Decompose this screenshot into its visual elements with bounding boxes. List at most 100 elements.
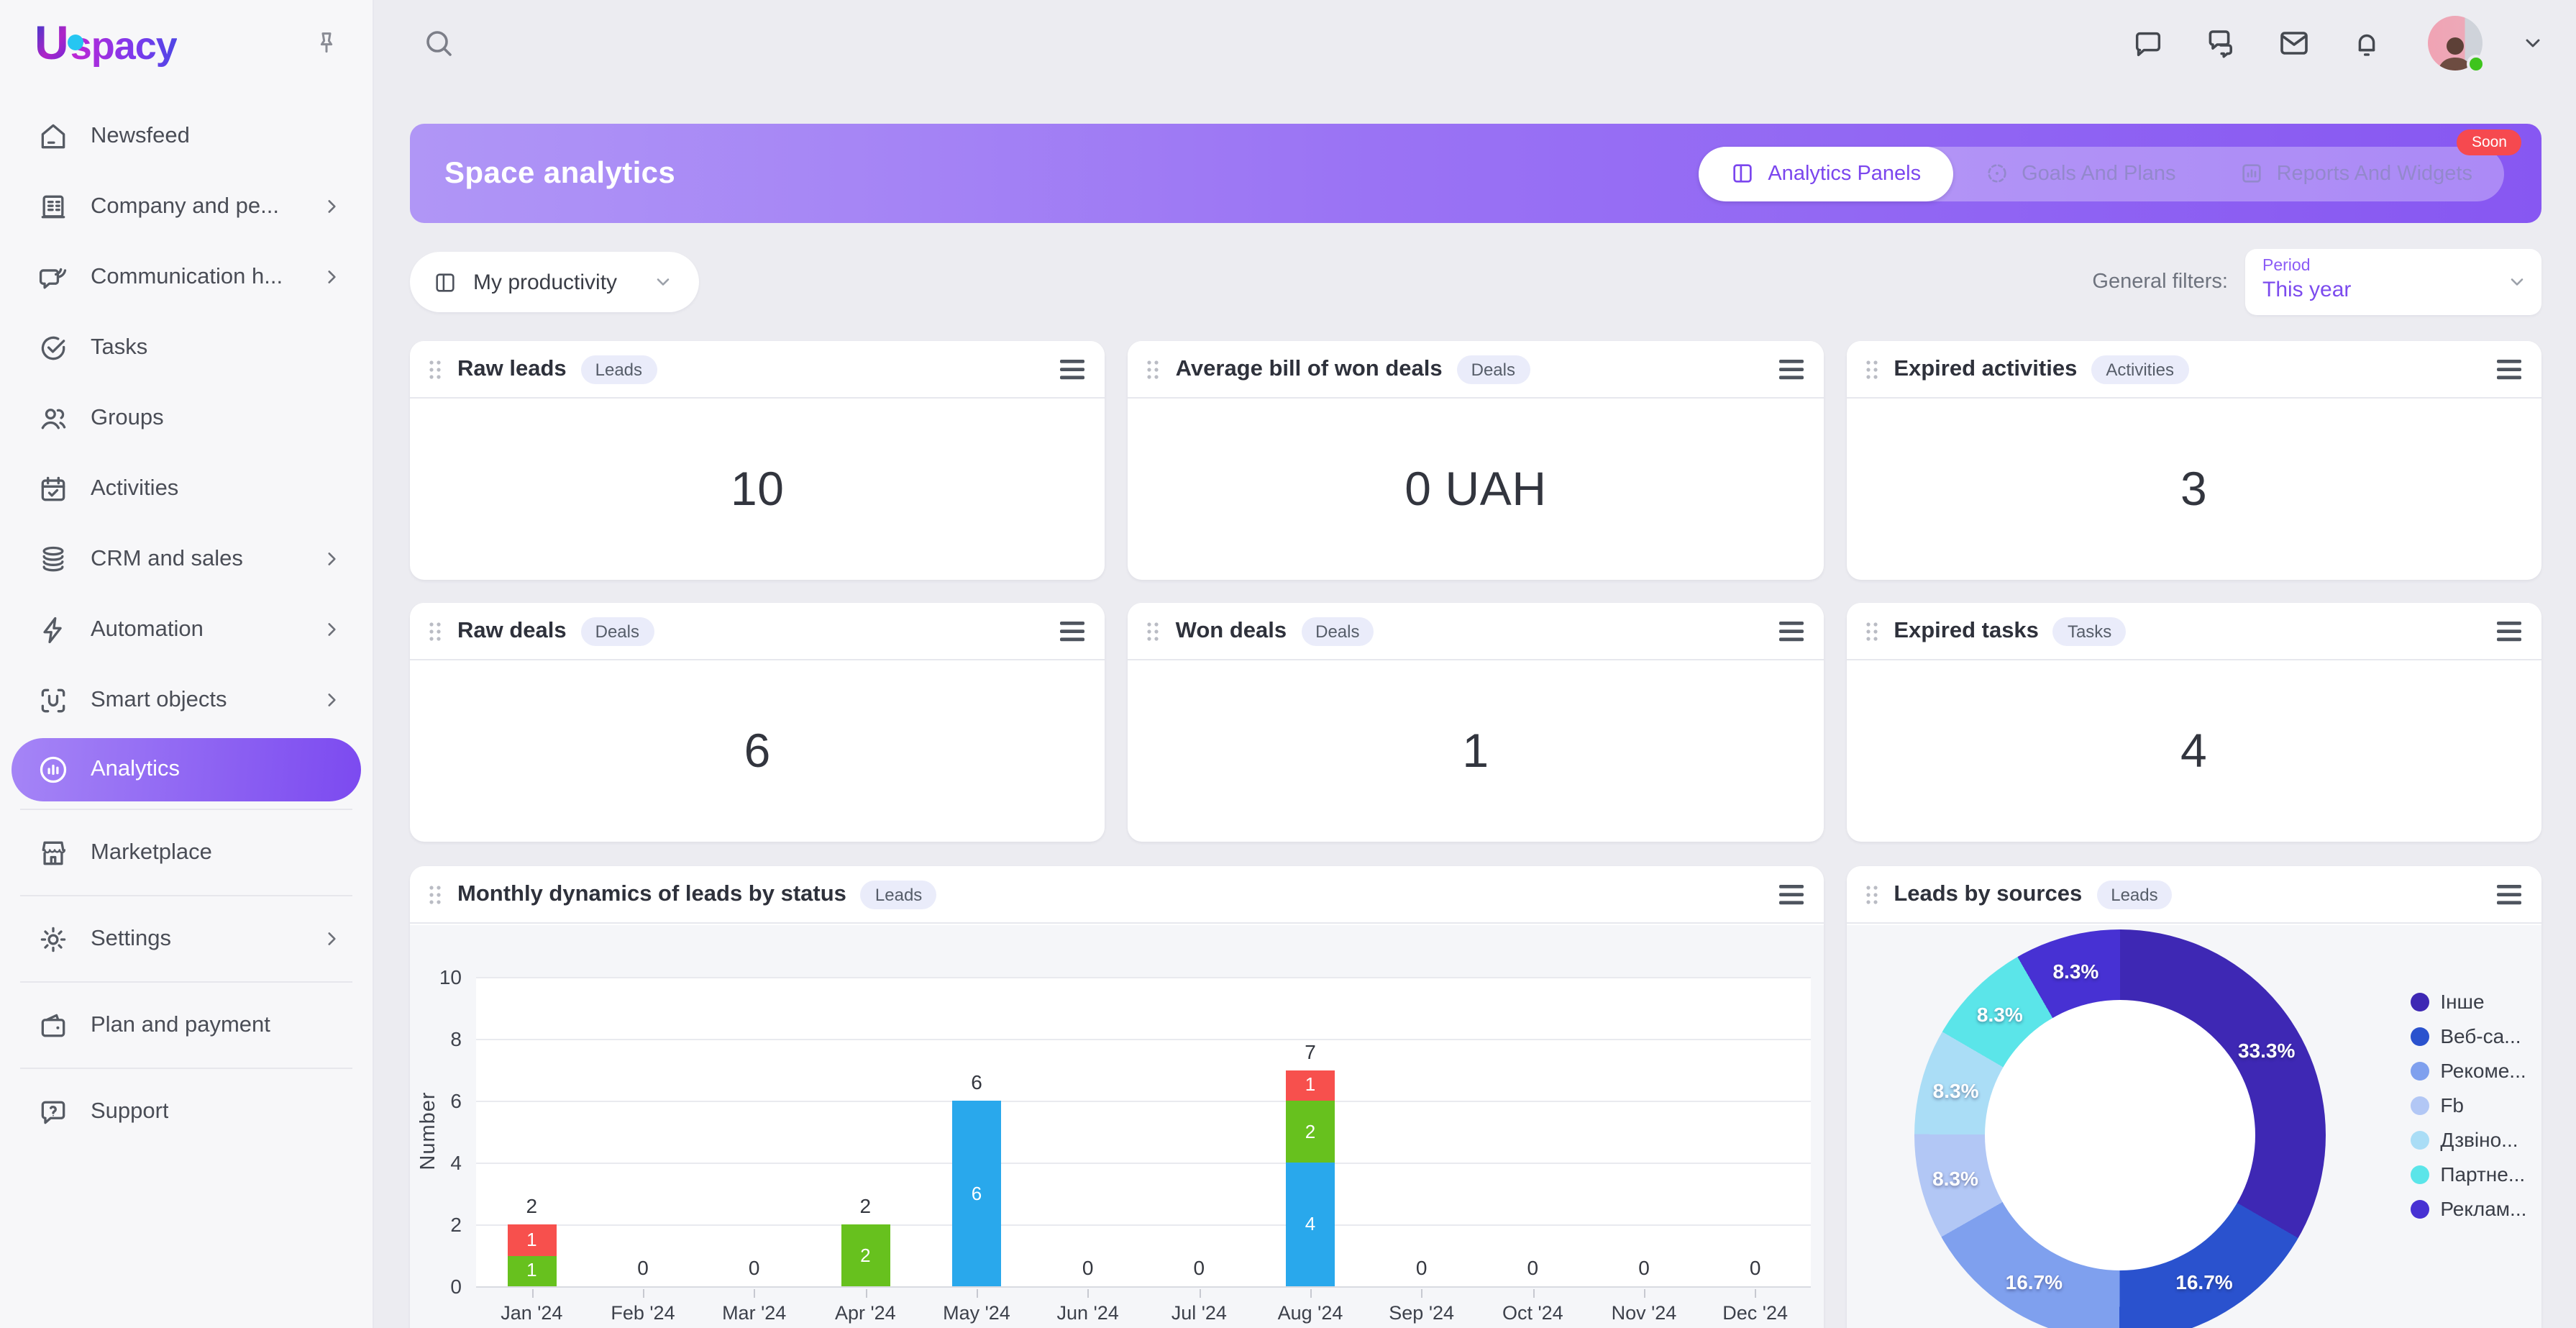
legend-dot-icon — [2410, 1061, 2429, 1080]
drag-handle-icon[interactable] — [427, 358, 443, 381]
entity-badge: Leads — [2096, 880, 2173, 909]
sidebar-item-label: Settings — [91, 926, 172, 950]
page-content: Space analytics Analytics Panels Goals A… — [375, 124, 2576, 1328]
widget-menu-icon[interactable] — [1060, 359, 1085, 379]
widget-title: Expired tasks — [1894, 618, 2039, 642]
legend-item[interactable]: Рекоме... — [2410, 1053, 2526, 1088]
home-icon — [37, 120, 69, 152]
drag-handle-icon[interactable] — [1863, 358, 1879, 381]
sidebar-item-tasks[interactable]: Tasks — [0, 312, 373, 383]
drag-handle-icon[interactable] — [427, 883, 443, 906]
sidebar-item-communication-hub[interactable]: Communication h... — [0, 242, 373, 312]
legend-item[interactable]: Партне... — [2410, 1157, 2526, 1191]
chart-legend: Інше Веб-са... Рекоме... Fb Дзвіно... Партне.… — [2410, 984, 2526, 1226]
x-tick-mark — [754, 1289, 756, 1298]
sidebar-item-settings[interactable]: Settings — [0, 904, 373, 974]
mail-icon[interactable] — [2277, 26, 2311, 60]
x-tick-label: Jul '24 — [1171, 1302, 1227, 1324]
widget-title: Monthly dynamics of leads by status — [457, 881, 846, 906]
chevron-right-icon — [322, 620, 341, 639]
entity-badge: Tasks — [2052, 617, 2127, 645]
bell-icon[interactable] — [2350, 27, 2383, 60]
widget-menu-icon[interactable] — [1778, 884, 1804, 904]
gear-icon — [37, 923, 69, 955]
entity-badge: Activities — [2091, 355, 2189, 383]
bar-segment-label: 2 — [860, 1244, 871, 1265]
drag-handle-icon[interactable] — [1863, 619, 1879, 642]
sidebar-item-plan-and-payment[interactable]: Plan and payment — [0, 990, 373, 1060]
x-tick-mark — [977, 1289, 978, 1298]
online-status-dot — [2467, 55, 2485, 73]
bar-segment-label: 1 — [1305, 1073, 1316, 1096]
sidebar-item-analytics[interactable]: Analytics — [12, 738, 361, 801]
panel-selector-dropdown[interactable]: My productivity — [410, 252, 700, 312]
period-value: This year — [2262, 278, 2352, 302]
drag-handle-icon[interactable] — [1146, 358, 1161, 381]
period-filter-dropdown[interactable]: Period This year — [2245, 249, 2541, 315]
x-tick-label: Oct '24 — [1502, 1302, 1563, 1324]
drag-handle-icon[interactable] — [1146, 619, 1161, 642]
legend-item[interactable]: Веб-са... — [2410, 1019, 2526, 1053]
bar-total-label: 0 — [1527, 1256, 1539, 1279]
search-icon[interactable] — [421, 26, 456, 60]
tab-analytics-panels[interactable]: Analytics Panels — [1699, 146, 1953, 201]
x-tick-label: Feb '24 — [611, 1302, 675, 1324]
legend-item[interactable]: Fb — [2410, 1088, 2526, 1122]
space-analytics-header: Space analytics Analytics Panels Goals A… — [410, 124, 2541, 223]
legend-dot-icon — [2410, 1096, 2429, 1114]
sidebar-item-newsfeed[interactable]: Newsfeed — [0, 101, 373, 171]
donut-slice-label: 8.3% — [1932, 1079, 1979, 1102]
tab-reports-and-widgets[interactable]: Reports And Widgets — [2208, 146, 2504, 201]
legend-label: Партне... — [2440, 1163, 2526, 1186]
x-tick-mark — [1533, 1289, 1535, 1298]
tab-goals-and-plans[interactable]: Goals And Plans — [1952, 146, 2207, 201]
sidebar-item-smart-objects[interactable]: Smart objects — [0, 665, 373, 735]
widget-menu-icon[interactable] — [1060, 621, 1085, 641]
widget-menu-icon[interactable] — [2497, 359, 2521, 379]
y-tick-label: 10 — [439, 965, 462, 988]
uspacy-logo[interactable]: U spacy — [35, 16, 178, 71]
drag-handle-icon[interactable] — [1863, 883, 1879, 906]
sidebar-item-activities[interactable]: Activities — [0, 453, 373, 524]
sidebar-item-label: Plan and payment — [91, 1012, 270, 1037]
legend-label: Рекоме... — [2440, 1059, 2526, 1082]
profile-chevron-down-icon[interactable] — [2521, 32, 2544, 55]
user-avatar[interactable] — [2428, 16, 2485, 73]
page-title: Space analytics — [444, 156, 676, 189]
sidebar-item-support[interactable]: Support — [0, 1076, 373, 1147]
tasks-icon — [37, 332, 69, 363]
chat-icon[interactable] — [2132, 27, 2165, 60]
analytics-tabs: Analytics Panels Goals And Plans Reports… — [1699, 129, 2521, 201]
widget-menu-icon[interactable] — [1778, 359, 1804, 379]
legend-item[interactable]: Інше — [2410, 984, 2526, 1019]
pin-sidebar-icon[interactable] — [312, 29, 341, 58]
legend-item[interactable]: Реклам... — [2410, 1191, 2526, 1226]
kpi-value: 6 — [744, 723, 771, 776]
bar-segment-label: 1 — [526, 1259, 537, 1281]
y-axis-label: Number — [417, 1091, 440, 1170]
widget-menu-icon[interactable] — [1778, 621, 1804, 641]
widget-menu-icon[interactable] — [2497, 884, 2521, 904]
sidebar-item-marketplace[interactable]: Marketplace — [0, 817, 373, 888]
drag-handle-icon[interactable] — [427, 619, 443, 642]
target-icon — [1984, 161, 2009, 186]
y-tick-label: 2 — [450, 1213, 462, 1236]
x-tick-mark — [531, 1289, 534, 1298]
sidebar-item-automation[interactable]: Automation — [0, 594, 373, 665]
logo-u-glyph: U — [35, 16, 69, 69]
group-chats-icon[interactable] — [2203, 26, 2238, 60]
x-tick-mark — [1644, 1289, 1645, 1298]
entity-badge: Leads — [860, 880, 937, 909]
sidebar-item-groups[interactable]: Groups — [0, 383, 373, 453]
groups-icon — [37, 402, 69, 434]
widget-menu-icon[interactable] — [2497, 621, 2521, 641]
sidebar-item-company-and-people[interactable]: Company and pe... — [0, 171, 373, 242]
entity-badge: Deals — [1456, 355, 1530, 383]
x-tick-label: Mar '24 — [722, 1302, 787, 1324]
legend-item[interactable]: Дзвіно... — [2410, 1122, 2526, 1157]
donut-slice-label: 16.7% — [2175, 1270, 2233, 1294]
bar-segment-label: 2 — [1305, 1120, 1316, 1142]
panels-icon — [433, 270, 457, 294]
sidebar-item-crm-and-sales[interactable]: CRM and sales — [0, 524, 373, 594]
widget-title: Won deals — [1175, 618, 1287, 642]
